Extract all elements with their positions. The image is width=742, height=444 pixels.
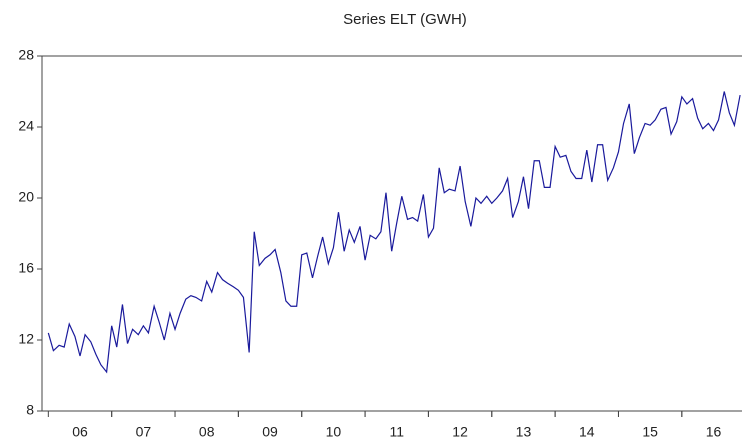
y-tick-label: 16 xyxy=(18,260,34,276)
x-tick-label: 16 xyxy=(706,424,722,440)
x-tick-label: 11 xyxy=(389,424,404,440)
y-tick-label: 8 xyxy=(26,402,34,418)
y-tick-label: 20 xyxy=(18,189,34,205)
x-tick-label: 08 xyxy=(199,424,215,440)
y-tick-label: 24 xyxy=(18,118,34,134)
chart-title: Series ELT (GWH) xyxy=(343,11,467,28)
x-tick-label: 13 xyxy=(516,424,532,440)
x-tick-label: 09 xyxy=(262,424,278,440)
series-line xyxy=(47,91,741,374)
x-tick-label: 14 xyxy=(579,424,595,440)
y-tick-label: 28 xyxy=(18,47,34,63)
x-tick-label: 10 xyxy=(326,424,342,440)
y-tick-label: 12 xyxy=(18,331,34,347)
x-tick-label: 07 xyxy=(136,424,152,440)
x-tick-label: 15 xyxy=(642,424,658,440)
x-tick-label: 06 xyxy=(72,424,88,440)
plot-frame xyxy=(41,55,742,412)
x-tick-label: 12 xyxy=(452,424,468,440)
